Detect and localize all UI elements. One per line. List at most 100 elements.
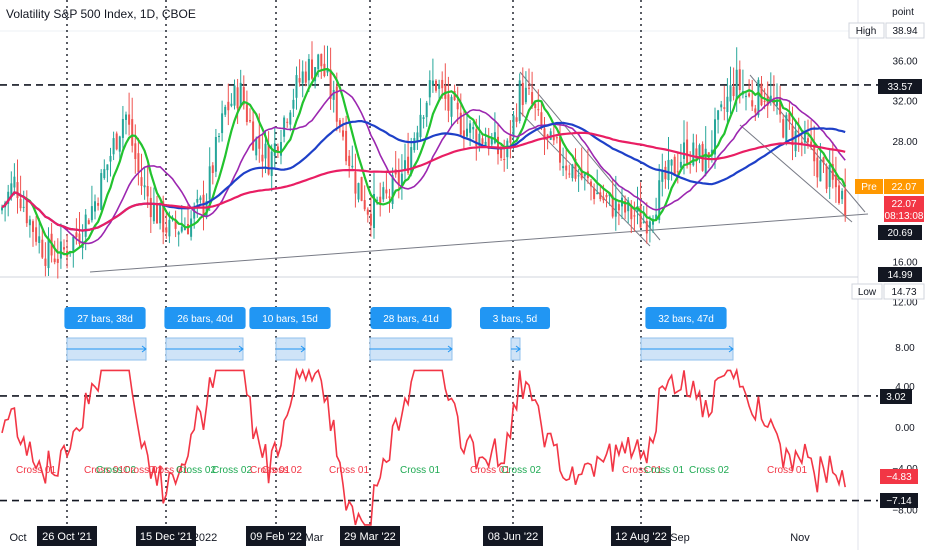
candle bbox=[382, 181, 385, 203]
candle bbox=[537, 89, 540, 117]
candle bbox=[431, 58, 434, 93]
candle bbox=[509, 120, 512, 159]
candle bbox=[25, 190, 28, 227]
price-tick-5: 8.00 bbox=[895, 343, 915, 354]
candle bbox=[825, 163, 828, 194]
measure-4: 3 bars, 5d bbox=[480, 307, 550, 361]
svg-text:26 bars, 40d: 26 bars, 40d bbox=[177, 314, 233, 325]
candle bbox=[205, 193, 208, 220]
oscillator-line[interactable] bbox=[1, 367, 846, 526]
last-price: 22.07 bbox=[891, 199, 916, 210]
vertical-markers[interactable] bbox=[66, 0, 642, 525]
candle bbox=[562, 147, 565, 177]
candle bbox=[332, 80, 335, 113]
candle bbox=[664, 160, 667, 189]
candle bbox=[13, 163, 16, 196]
candle bbox=[661, 153, 664, 197]
candle bbox=[366, 207, 369, 223]
price-tick-0: 36.00 bbox=[892, 57, 917, 68]
cross-label-6: Cross 02 bbox=[212, 465, 252, 476]
osc-value-714: −7.14 bbox=[886, 496, 912, 507]
candle bbox=[298, 59, 301, 87]
candle bbox=[385, 170, 388, 199]
candle bbox=[822, 156, 825, 174]
candle bbox=[717, 109, 720, 134]
candle bbox=[720, 100, 723, 112]
candle bbox=[400, 154, 403, 200]
low-value: 14.73 bbox=[891, 287, 916, 298]
candle bbox=[559, 123, 561, 171]
candle bbox=[407, 132, 410, 176]
time-tick-0: Oct bbox=[9, 532, 26, 544]
candle bbox=[624, 195, 627, 220]
time-tick-4: Nov bbox=[790, 532, 810, 544]
date-range-measurements[interactable]: 27 bars, 38d 26 bars, 40d 10 bars, 15d 28 b… bbox=[64, 307, 734, 361]
candle bbox=[121, 105, 124, 153]
candle bbox=[394, 151, 397, 178]
candle bbox=[456, 86, 459, 125]
osc-badge-714 bbox=[880, 493, 918, 508]
candle bbox=[627, 197, 630, 224]
candle bbox=[53, 240, 56, 265]
candle bbox=[211, 162, 214, 185]
last-price-box bbox=[884, 196, 924, 222]
candle bbox=[568, 164, 571, 178]
candle bbox=[59, 223, 62, 269]
high-value: 38.94 bbox=[892, 26, 917, 37]
candle bbox=[134, 124, 137, 174]
candle bbox=[469, 120, 472, 146]
candle bbox=[35, 215, 38, 246]
svg-text:28 bars, 41d: 28 bars, 41d bbox=[383, 314, 439, 325]
candle bbox=[642, 205, 645, 224]
candle bbox=[580, 147, 583, 181]
cross-label-12: Cross 02 bbox=[501, 465, 541, 476]
candle bbox=[131, 97, 134, 153]
candle bbox=[729, 66, 732, 114]
candle bbox=[311, 41, 313, 80]
date-label-5: 12 Aug '22 bbox=[611, 526, 671, 546]
candle bbox=[710, 130, 713, 163]
candle bbox=[63, 239, 65, 256]
candle bbox=[22, 190, 25, 213]
candle bbox=[788, 100, 791, 130]
pre-value-box bbox=[884, 179, 924, 194]
candle bbox=[636, 186, 639, 225]
candle bbox=[115, 131, 118, 151]
price-tick-2: 28.00 bbox=[892, 137, 917, 148]
svg-text:09 Feb '22: 09 Feb '22 bbox=[250, 531, 302, 543]
candle bbox=[233, 79, 236, 110]
svg-text:12 Aug '22: 12 Aug '22 bbox=[615, 531, 667, 543]
ma-long-line bbox=[1, 131, 846, 232]
cross-label-14: Cross 01 bbox=[644, 465, 684, 476]
candle bbox=[732, 67, 735, 101]
candle bbox=[577, 168, 580, 192]
candle bbox=[841, 188, 844, 205]
candle bbox=[745, 91, 747, 111]
cross-label-5: Cross 02 bbox=[176, 465, 216, 476]
candle bbox=[484, 127, 487, 147]
candle bbox=[751, 79, 754, 111]
candle bbox=[466, 112, 468, 139]
candle bbox=[695, 134, 698, 173]
candle bbox=[515, 103, 518, 128]
candle bbox=[534, 101, 537, 121]
candle bbox=[524, 71, 527, 105]
moving-averages[interactable] bbox=[1, 67, 847, 256]
svg-text:10 bars, 15d: 10 bars, 15d bbox=[262, 314, 318, 325]
candle bbox=[652, 215, 654, 233]
candle bbox=[760, 76, 763, 107]
candle bbox=[227, 83, 230, 126]
measure-0: 27 bars, 38d bbox=[64, 307, 147, 361]
candle bbox=[776, 83, 778, 115]
date-label-1: 15 Dec '21 bbox=[136, 526, 196, 546]
pre-value: 22.07 bbox=[891, 182, 916, 193]
candle bbox=[137, 137, 140, 186]
candlesticks[interactable] bbox=[1, 41, 847, 279]
candle bbox=[165, 212, 168, 239]
candle bbox=[16, 159, 19, 214]
candle bbox=[28, 215, 31, 238]
candle bbox=[816, 149, 819, 188]
date-label-3: 29 Mar '22 bbox=[340, 526, 400, 546]
svg-text:32 bars, 47d: 32 bars, 47d bbox=[658, 314, 714, 325]
